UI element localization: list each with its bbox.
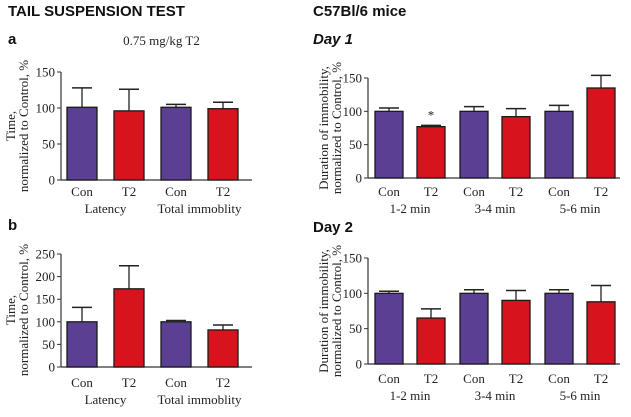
bar-t2 [113, 110, 145, 181]
y-tick-label: 50 [349, 321, 362, 336]
group-label: 5-6 min [560, 388, 601, 403]
chart-panel-day2: Day 2 Duration of immobility,normalized t… [313, 219, 620, 403]
chart-panel-b: b Time,normalized to Control, % 0 50 100 150 2… [3, 217, 252, 407]
x-tick-label: Con [71, 375, 93, 390]
y-axis-label: Duration of immobility, [316, 249, 331, 373]
y-tick-label: 150 [343, 251, 363, 266]
y-tick-label: 100 [343, 104, 363, 119]
x-tick-label: T2 [122, 375, 136, 390]
bar-t2 [416, 317, 446, 365]
panel-label: a [8, 31, 17, 48]
bar-con [374, 292, 404, 365]
y-axis-label: Time, [3, 295, 18, 325]
group-label: 1-2 min [390, 388, 431, 403]
y-tick-label: 100 [343, 286, 363, 301]
y-axis-label: normalized to Control, % [329, 245, 344, 377]
x-tick-label: Con [71, 184, 93, 199]
bar-t2 [586, 301, 616, 365]
x-tick-label: T2 [509, 184, 523, 199]
panel-label: Day 1 [313, 31, 353, 48]
x-tick-label: T2 [424, 371, 438, 386]
y-tick-label: 150 [36, 292, 56, 307]
x-tick-label: Con [378, 184, 400, 199]
bar-con [544, 292, 574, 365]
bar-con [160, 106, 192, 181]
y-tick-label: 50 [42, 337, 55, 352]
bar-t2 [207, 329, 239, 368]
x-tick-label: Con [548, 371, 570, 386]
bar-t2 [416, 126, 446, 179]
chart-panel-day1: Day 1 Duration of immobility,normalized t… [313, 31, 620, 216]
x-tick-label: Con [165, 184, 187, 199]
y-tick-label: 100 [36, 101, 56, 116]
y-axis-label: Duration of immobility, [316, 66, 331, 190]
x-tick-label: T2 [216, 184, 230, 199]
bar-con [459, 292, 489, 365]
panel-label: Day 2 [313, 219, 353, 236]
y-axis-label: normalized to Control, % [16, 244, 31, 376]
bar-con [374, 110, 404, 179]
bar-t2 [586, 87, 616, 179]
y-tick-label: 100 [36, 314, 56, 329]
group-label: 3-4 min [475, 201, 516, 216]
significance-marker: * [428, 107, 435, 122]
x-tick-label: Con [548, 184, 570, 199]
bar-t2 [501, 299, 531, 365]
group-label: Total immoblity [158, 392, 242, 407]
panel-title: 0.75 mg/kg T2 [123, 33, 200, 48]
bar-t2 [113, 288, 145, 368]
group-label: Total immoblity [158, 201, 242, 216]
x-tick-label: Con [165, 375, 187, 390]
x-tick-label: T2 [216, 375, 230, 390]
x-tick-label: Con [463, 184, 485, 199]
bar-con [66, 106, 98, 181]
group-label: 3-4 min [475, 388, 516, 403]
y-tick-label: 150 [343, 71, 363, 86]
chart-panel-a: a 0.75 mg/kg T2 Time,normalized to Control… [3, 31, 252, 216]
group-label: 1-2 min [390, 201, 431, 216]
y-tick-label: 0 [49, 173, 56, 188]
x-tick-label: T2 [594, 371, 608, 386]
bar-con [459, 110, 489, 179]
group-label: Latency [85, 392, 127, 407]
left-figure-title: TAIL SUSPENSION TEST [8, 3, 185, 20]
y-tick-label: 150 [36, 65, 56, 80]
y-tick-label: 0 [356, 171, 363, 186]
bar-t2 [207, 108, 239, 181]
bar-con [66, 321, 98, 368]
y-tick-label: 250 [36, 247, 56, 262]
y-tick-label: 0 [49, 360, 56, 375]
y-tick-label: 200 [36, 269, 56, 284]
x-tick-label: Con [378, 371, 400, 386]
x-tick-label: Con [463, 371, 485, 386]
y-tick-label: 50 [349, 137, 362, 152]
bar-con [160, 321, 192, 368]
bar-con [544, 110, 574, 179]
panel-label: b [8, 217, 17, 234]
y-axis-label: Time, [3, 111, 18, 141]
y-axis-label: normalized to Control, % [329, 62, 344, 194]
x-tick-label: T2 [122, 184, 136, 199]
y-axis-label: normalized to Control, % [16, 60, 31, 192]
bar-t2 [501, 116, 531, 179]
x-tick-label: T2 [509, 371, 523, 386]
x-tick-label: T2 [594, 184, 608, 199]
group-label: Latency [85, 201, 127, 216]
right-figure-title: C57Bl/6 mice [313, 3, 406, 20]
y-tick-label: 50 [42, 137, 55, 152]
x-tick-label: T2 [424, 184, 438, 199]
group-label: 5-6 min [560, 201, 601, 216]
y-tick-label: 0 [356, 357, 363, 372]
